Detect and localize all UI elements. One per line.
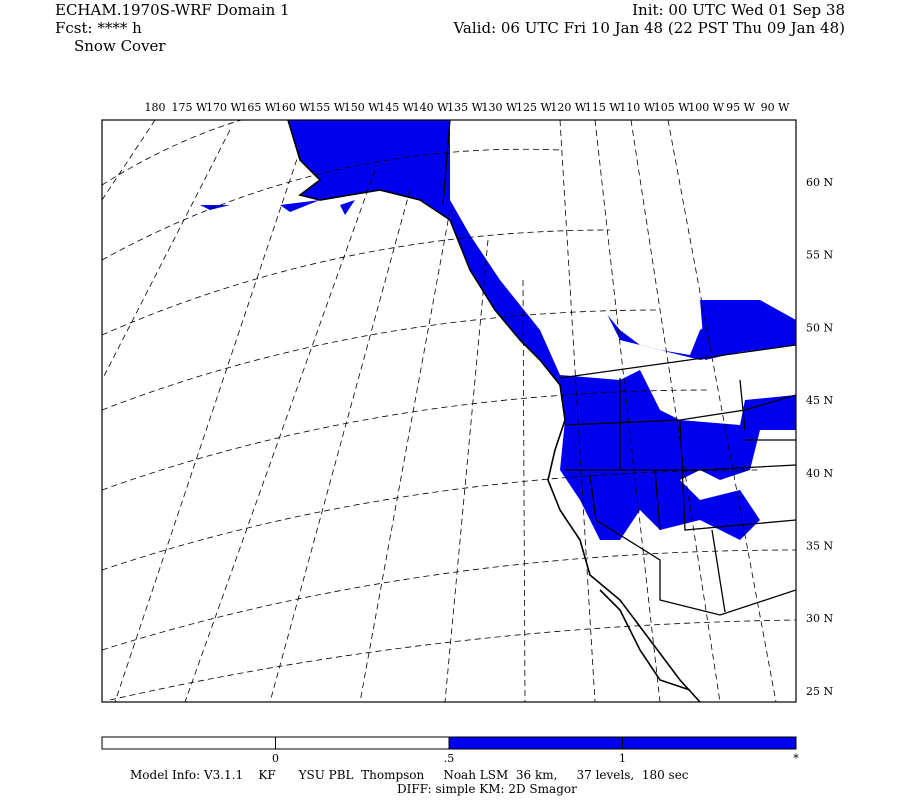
snow-free-area	[595, 285, 730, 355]
latitude-label: 45 N	[806, 394, 833, 407]
snow-area	[200, 200, 355, 215]
colorbar-label: 0	[272, 752, 279, 765]
latitude-label: 30 N	[806, 612, 833, 625]
init-time: Init: 00 UTC Wed 01 Sep 38	[632, 1, 845, 19]
longitude-label: 175 W	[172, 101, 208, 114]
latitude-label: 50 N	[806, 321, 833, 334]
forecast-label: Fcst: **** h	[55, 19, 142, 37]
latitude-label: 40 N	[806, 467, 833, 480]
map-frame	[101, 119, 797, 703]
map	[101, 119, 797, 703]
longitude-label: 105 W	[654, 101, 690, 114]
longitude-label: 170 W	[206, 101, 242, 114]
snow-area	[288, 120, 796, 540]
graticule	[102, 120, 796, 702]
border	[442, 120, 451, 206]
longitude-label: 120 W	[550, 101, 586, 114]
longitude-label: 125 W	[516, 101, 552, 114]
latitude-label: 35 N	[806, 540, 833, 553]
snow-area	[700, 300, 796, 360]
longitude-label: 180	[145, 101, 166, 114]
coastline	[599, 589, 691, 691]
valid-time: Valid: 06 UTC Fri 10 Jan 48 (22 PST Thu …	[452, 19, 845, 37]
longitude-label: 110 W	[619, 101, 655, 114]
longitude-label: 165 W	[240, 101, 276, 114]
latitude-label: 55 N	[806, 249, 833, 262]
latitude-label: 60 N	[806, 176, 833, 189]
longitude-label: 90 W	[761, 101, 790, 114]
longitude-label: 100 W	[688, 101, 724, 114]
model-info: Model Info: V3.1.1 KF YSU PBL Thompson N…	[130, 768, 689, 782]
longitude-label: 95 W	[726, 101, 755, 114]
colorbar-label: .5	[444, 752, 455, 765]
field-label: Snow Cover	[74, 37, 166, 55]
colorbar-label: *	[793, 752, 799, 765]
title: ECHAM.1970S-WRF Domain 1	[55, 1, 290, 19]
longitude-label: 130 W	[482, 101, 518, 114]
longitude-label: 135 W	[447, 101, 483, 114]
longitude-label: 160 W	[275, 101, 311, 114]
border	[559, 344, 796, 379]
longitude-label: 145 W	[378, 101, 414, 114]
latitude-label: 25 N	[806, 685, 833, 698]
longitude-label: 155 W	[309, 101, 345, 114]
coastline	[287, 120, 701, 702]
colorbar-label: 1	[619, 752, 626, 765]
longitude-label: 150 W	[344, 101, 380, 114]
longitude-label: 140 W	[413, 101, 449, 114]
longitude-label: 115 W	[585, 101, 621, 114]
border	[564, 378, 796, 613]
diff-info: DIFF: simple KM: 2D Smagor	[397, 782, 577, 796]
border	[589, 474, 796, 616]
